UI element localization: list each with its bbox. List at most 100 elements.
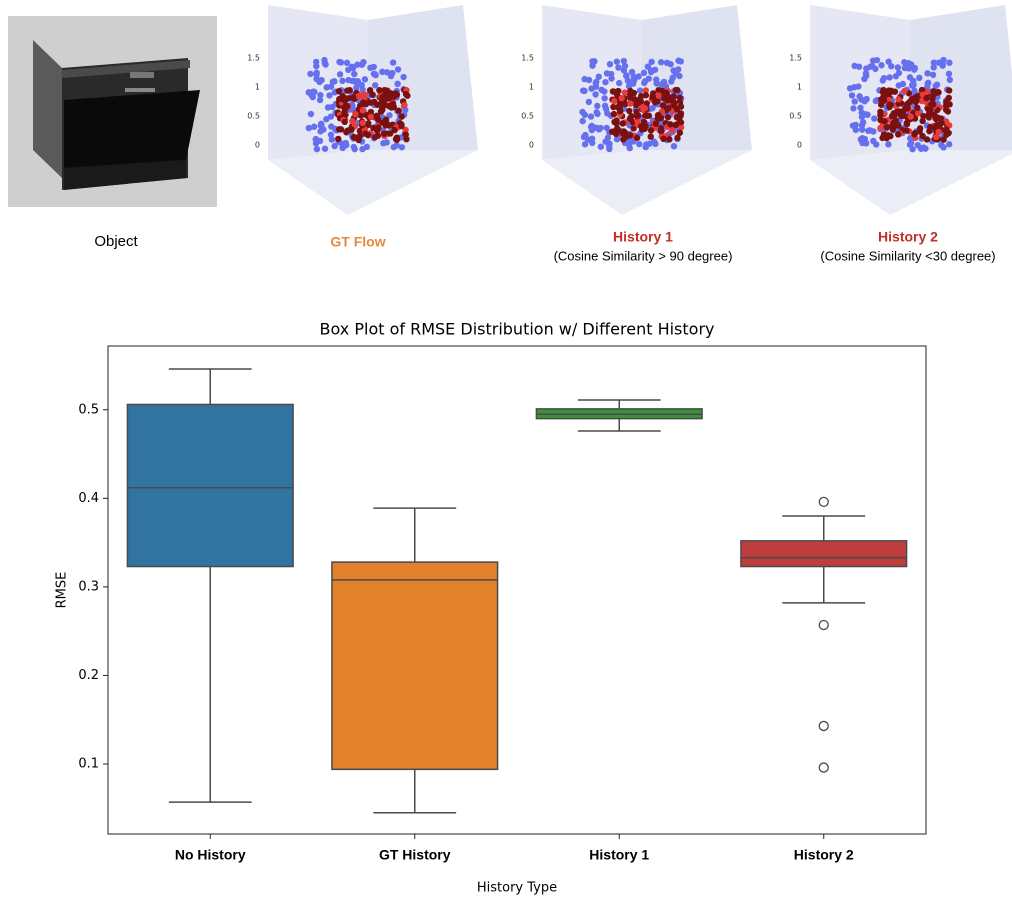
point <box>362 100 370 107</box>
point <box>375 124 382 131</box>
point <box>328 123 335 130</box>
point <box>944 108 952 115</box>
point <box>316 96 324 104</box>
point <box>613 120 620 127</box>
point <box>601 102 609 110</box>
point <box>353 84 360 92</box>
point <box>943 126 950 133</box>
point <box>852 126 860 134</box>
panel-subcaption: (Cosine Similarity <30 degree) <box>820 248 995 263</box>
point <box>644 63 652 70</box>
point <box>888 112 896 120</box>
point <box>610 110 618 118</box>
point <box>394 66 402 73</box>
point <box>677 118 684 126</box>
point <box>659 102 667 109</box>
point <box>657 127 665 135</box>
point <box>943 98 950 106</box>
chart-title: Box Plot of RMSE Distribution w/ Differe… <box>320 320 715 339</box>
point <box>846 85 854 92</box>
point <box>603 70 611 77</box>
z-tick-label: 0.5 <box>521 112 534 121</box>
box <box>331 561 499 771</box>
z-tick-label: 1 <box>255 83 260 92</box>
point <box>329 103 336 111</box>
object-image <box>8 16 217 207</box>
point <box>386 112 393 119</box>
point <box>630 125 637 132</box>
point <box>393 134 401 141</box>
point <box>670 142 678 150</box>
point <box>923 136 931 143</box>
z-tick-label: 0.5 <box>247 112 260 121</box>
point <box>604 110 611 117</box>
point <box>361 76 369 83</box>
point <box>343 59 351 67</box>
point <box>343 102 350 109</box>
point <box>663 59 671 67</box>
point <box>613 89 620 97</box>
point <box>351 70 358 78</box>
point <box>895 96 902 103</box>
point <box>305 124 313 132</box>
z-tick-label: 1 <box>797 83 802 92</box>
z-tick-label: 0 <box>797 141 802 150</box>
point <box>402 90 410 98</box>
y-tick-label: 0.3 <box>78 579 99 594</box>
point <box>626 107 633 115</box>
point <box>336 71 344 78</box>
point <box>663 96 671 104</box>
point <box>588 85 595 92</box>
point <box>640 69 648 77</box>
point <box>585 98 593 106</box>
point <box>924 80 931 87</box>
point <box>889 126 896 133</box>
point <box>665 105 672 112</box>
point <box>313 69 320 76</box>
point <box>905 65 912 72</box>
point <box>366 86 374 94</box>
z-tick-label: 0 <box>529 141 534 150</box>
point <box>313 145 321 153</box>
point <box>335 135 342 143</box>
point <box>581 141 589 148</box>
point <box>881 117 888 125</box>
point <box>348 64 356 71</box>
point <box>343 95 350 103</box>
point <box>856 93 863 100</box>
point <box>327 131 335 138</box>
point <box>670 93 677 100</box>
point <box>672 121 679 129</box>
point <box>587 113 595 120</box>
point <box>339 144 346 152</box>
point <box>923 94 930 102</box>
point <box>903 120 910 127</box>
point <box>344 127 351 135</box>
point <box>359 119 367 127</box>
point <box>358 61 366 68</box>
point <box>380 140 387 147</box>
point <box>642 87 649 94</box>
panel-caption: History 2 <box>878 229 938 245</box>
point <box>655 92 662 99</box>
box <box>740 540 908 568</box>
point <box>316 137 324 145</box>
point <box>907 135 914 142</box>
x-tick-label: No History <box>175 847 246 863</box>
point <box>630 80 637 87</box>
y-tick-label: 0.1 <box>78 757 99 772</box>
point <box>622 100 629 108</box>
point <box>628 68 636 76</box>
point <box>664 114 672 121</box>
point <box>932 133 940 141</box>
point <box>364 121 372 129</box>
panel-caption: Object <box>94 233 138 250</box>
point <box>398 113 405 120</box>
point <box>879 88 887 96</box>
point <box>317 128 324 135</box>
point <box>620 136 627 143</box>
point <box>318 76 325 84</box>
point <box>403 135 410 143</box>
point <box>355 92 362 100</box>
point <box>383 69 391 76</box>
